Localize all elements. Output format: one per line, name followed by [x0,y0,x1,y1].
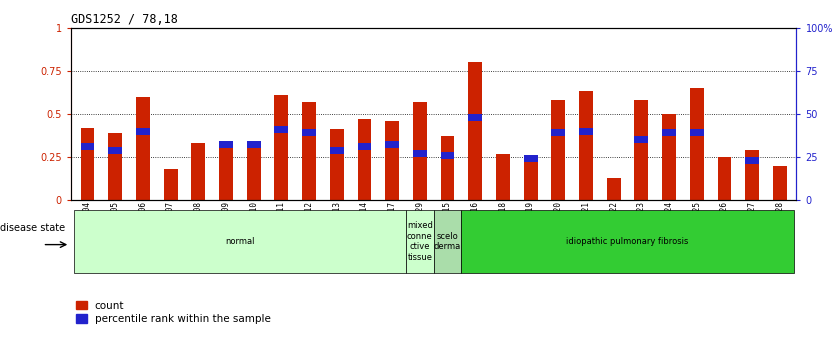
Bar [329,129,344,200]
Bar [81,143,94,150]
Bar [662,114,676,200]
Bar [108,147,122,154]
Bar [163,169,178,200]
Bar [440,152,455,159]
Bar [717,157,731,200]
Bar [746,150,759,200]
Bar [385,141,399,148]
Text: disease state: disease state [0,223,65,233]
Bar [302,102,316,200]
Text: normal: normal [225,237,254,246]
Bar [358,143,371,150]
Bar [81,128,94,200]
Text: idiopathic pulmonary fibrosis: idiopathic pulmonary fibrosis [566,237,689,246]
Text: GDS1252 / 78,18: GDS1252 / 78,18 [71,13,178,27]
Bar [274,95,289,200]
Bar [358,119,371,200]
Bar [607,178,620,200]
Bar [219,145,233,200]
Bar [302,129,316,136]
Bar [385,121,399,200]
Bar [662,129,676,136]
Bar [579,91,593,200]
Bar [247,143,260,200]
Bar [329,147,344,154]
Bar [440,136,455,200]
Bar [524,159,538,200]
Bar [247,141,260,148]
Bar [469,114,482,121]
Bar [413,150,427,157]
Text: mixed
conne
ctive
tissue: mixed conne ctive tissue [407,221,433,262]
Bar [635,100,648,200]
Bar [773,166,786,200]
Bar [469,62,482,200]
Bar [136,97,150,200]
Bar [690,88,704,200]
Bar [413,102,427,200]
Bar [746,157,759,164]
Bar [191,143,205,200]
Bar [579,128,593,135]
Bar [496,154,510,200]
Bar [136,128,150,135]
Text: scelo
derma: scelo derma [434,232,461,251]
Bar [551,129,565,136]
Bar [434,210,461,273]
Bar [406,210,434,273]
Bar [635,136,648,143]
Bar [73,210,406,273]
Bar [274,126,289,133]
Bar [524,155,538,162]
Bar [461,210,794,273]
Bar [551,100,565,200]
Bar [108,133,122,200]
Bar [219,141,233,148]
Legend: count, percentile rank within the sample: count, percentile rank within the sample [76,300,271,324]
Bar [690,129,704,136]
